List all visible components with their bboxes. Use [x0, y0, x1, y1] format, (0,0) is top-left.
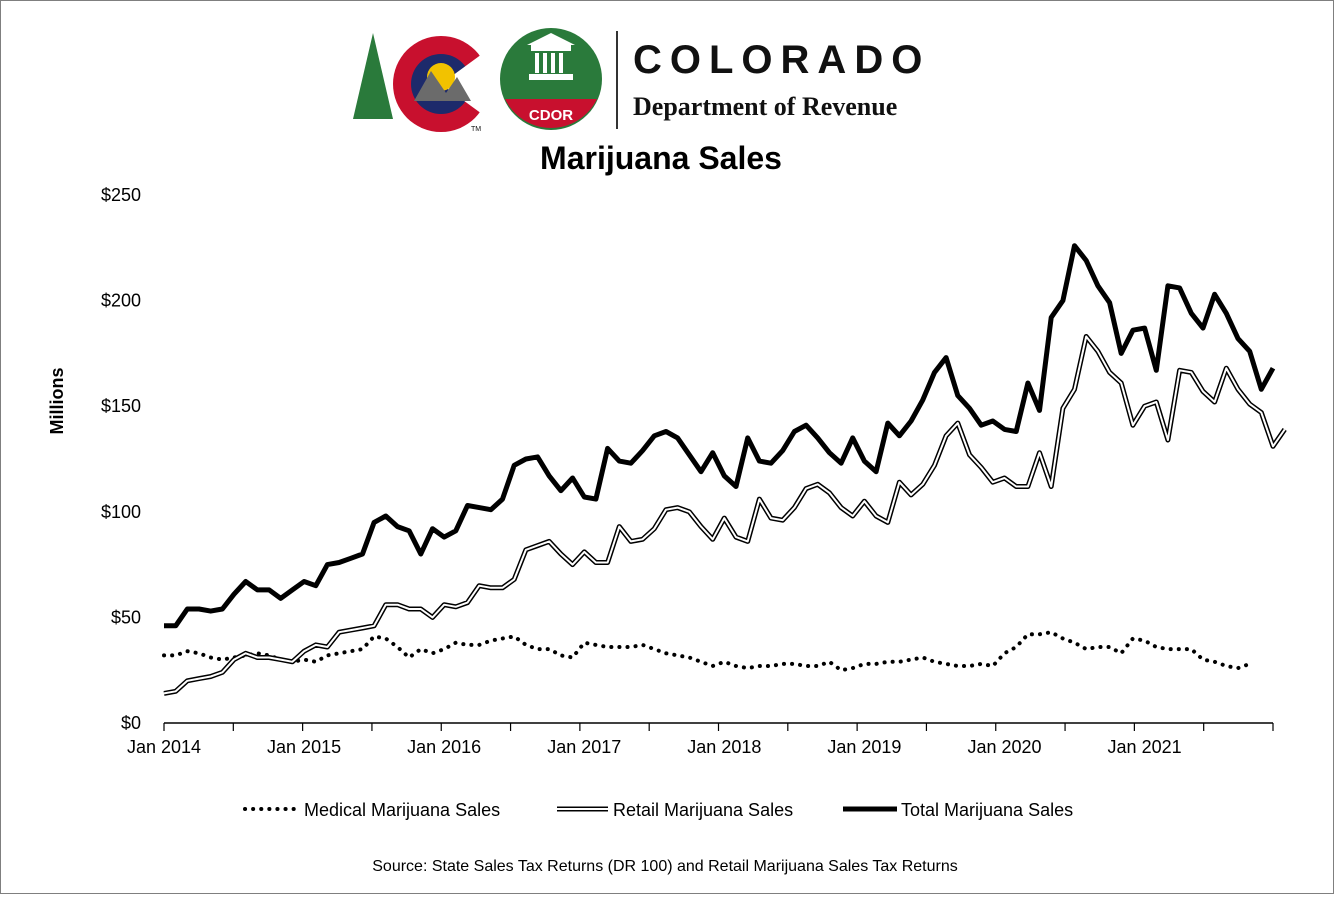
- x-axis-ticks: Jan 2014 Jan 2015 Jan 2016 Jan 2017 Jan 2018…: [127, 737, 1182, 757]
- y-tick-label: $100: [101, 502, 141, 522]
- y-axis-ticks: $0 $50 $100 $150 $200 $250: [101, 185, 141, 733]
- trademark-mark: TM: [471, 126, 481, 133]
- series-retail-sales: [163, 334, 1287, 696]
- medical-sales-line: [162, 630, 1252, 673]
- series-total-sales: [164, 243, 1276, 629]
- legend: Medical Marijuana Sales Retail Marijuana…: [243, 800, 1073, 820]
- chart-title: Marijuana Sales: [540, 140, 782, 176]
- x-tick-label: Jan 2019: [827, 737, 901, 757]
- series-medical-sales: [162, 630, 1252, 673]
- retail-sales-line-inner: [163, 335, 1286, 695]
- x-tick-label: Jan 2020: [967, 737, 1041, 757]
- logo-department: Department of Revenue: [633, 92, 897, 121]
- y-tick-label: $250: [101, 185, 141, 205]
- x-tick-label: Jan 2014: [127, 737, 201, 757]
- total-sales-line: [164, 243, 1276, 629]
- x-tick-label: Jan 2021: [1108, 737, 1182, 757]
- legend-medical-label: Medical Marijuana Sales: [304, 800, 500, 820]
- y-tick-label: $50: [111, 607, 141, 627]
- colorado-logo-icon: TM: [353, 33, 493, 133]
- logo-state-word: COLORADO: [633, 38, 930, 82]
- y-tick-label: $150: [101, 396, 141, 416]
- y-tick-label: $200: [101, 291, 141, 311]
- cdor-badge-text: CDOR: [529, 107, 573, 124]
- legend-retail-label: Retail Marijuana Sales: [613, 800, 793, 820]
- x-tick-label: Jan 2016: [407, 737, 481, 757]
- x-tick-label: Jan 2017: [547, 737, 621, 757]
- y-tick-label: $0: [121, 713, 141, 733]
- source-note: Source: State Sales Tax Returns (DR 100)…: [372, 858, 957, 875]
- x-axis-tick-marks: [163, 723, 1274, 731]
- x-tick-label: Jan 2018: [687, 737, 761, 757]
- x-tick-label: Jan 2015: [267, 737, 341, 757]
- y-axis-label: Millions: [47, 368, 67, 435]
- cdor-badge-icon: CDOR: [500, 28, 602, 130]
- legend-total-label: Total Marijuana Sales: [901, 800, 1073, 820]
